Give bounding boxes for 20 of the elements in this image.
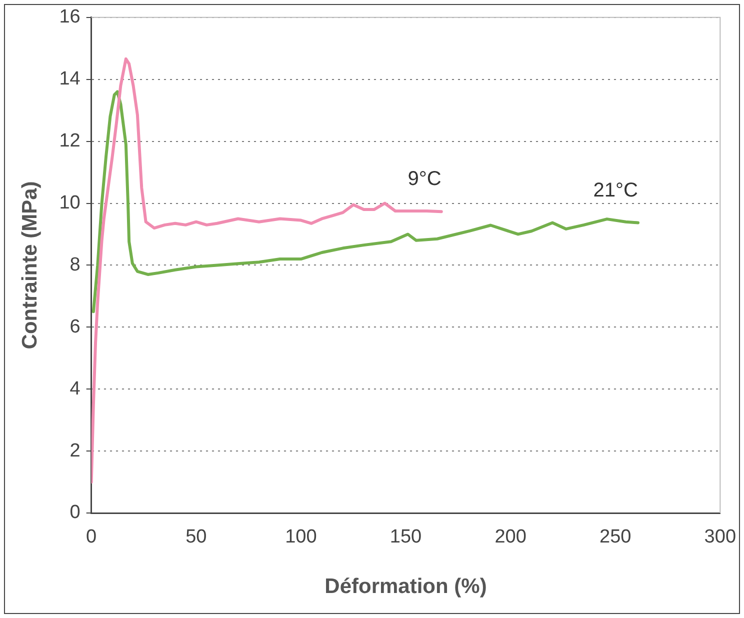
x-tick-label: 250	[599, 526, 632, 548]
y-tick-label: 10	[59, 192, 80, 214]
y-tick-label: 2	[70, 440, 80, 462]
y-tick-label: 12	[59, 130, 80, 152]
y-tick-label: 4	[70, 378, 81, 400]
series-label: 9°C	[408, 168, 442, 190]
x-tick-label: 0	[86, 526, 97, 548]
y-axis-title: Contrainte (MPa)	[18, 181, 42, 350]
x-tick-label: 50	[186, 526, 207, 548]
x-axis-title: Déformation (%)	[324, 575, 487, 598]
x-tick-label: 150	[390, 526, 422, 548]
y-tick-label: 0	[70, 502, 80, 524]
y-tick-label: 6	[70, 316, 80, 338]
x-tick-label: 200	[494, 526, 526, 548]
y-tick-label: 16	[59, 6, 80, 28]
x-tick-label: 100	[285, 526, 317, 548]
x-tick-label: 300	[704, 526, 736, 548]
y-tick-label: 14	[59, 68, 81, 90]
series-label: 21°C	[593, 179, 638, 202]
y-tick-label: 8	[70, 254, 80, 276]
